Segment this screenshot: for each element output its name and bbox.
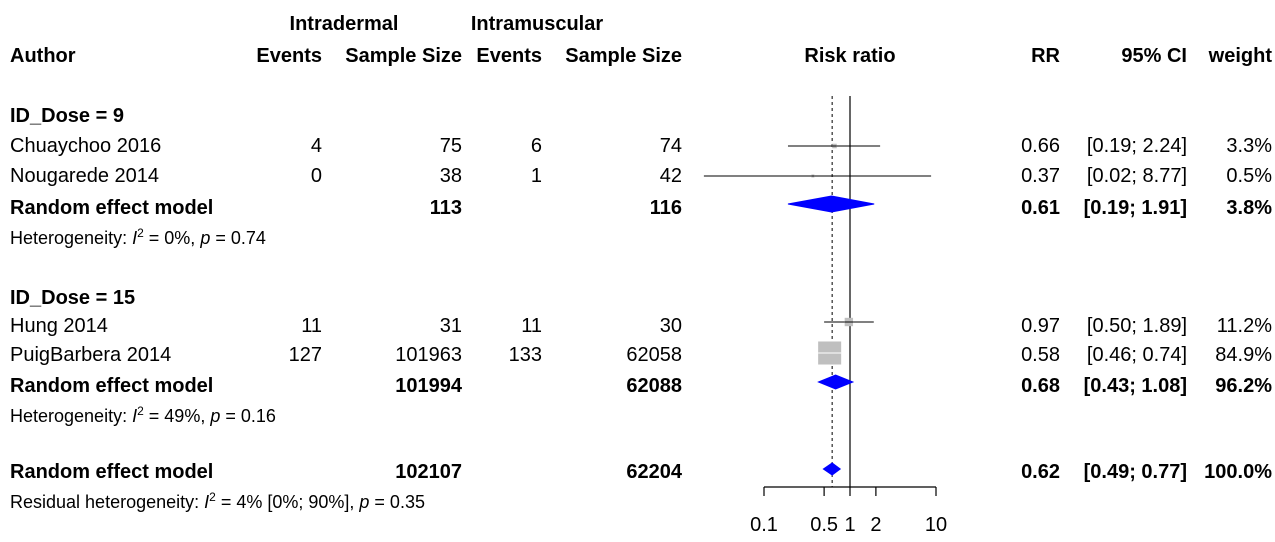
heterogeneity-text: Heterogeneity: I2 = 0%, p = 0.74: [10, 226, 266, 248]
pooled-diamond: [822, 462, 842, 476]
pooled-label: Random effect model: [10, 197, 214, 219]
x-tick-label: 2: [870, 514, 881, 536]
pooled-diamond: [787, 195, 875, 213]
study-author: Nougarede 2014: [10, 165, 160, 187]
study-rr: 0.58: [1021, 344, 1060, 366]
study-events-im: 133: [508, 344, 542, 366]
study-n-im: 30: [659, 315, 682, 337]
study-events-im: 11: [521, 315, 542, 337]
study-events-im: 1: [530, 165, 542, 187]
overall-weight: 100.0%: [1204, 461, 1272, 483]
study-n-id: 31: [439, 315, 462, 337]
study-n-im: 42: [659, 165, 682, 187]
events1-header: Events: [256, 45, 322, 67]
overall-n-id: 102107: [395, 461, 462, 483]
author-header: Author: [10, 45, 76, 67]
study-author: Chuaychoo 2016: [10, 135, 162, 157]
study-events-id: 4: [310, 135, 322, 157]
pooled-n-id: 113: [429, 197, 462, 219]
study-author: PuigBarbera 2014: [10, 344, 172, 366]
x-tick-label: 1: [844, 514, 855, 536]
study-events-id: 0: [310, 165, 322, 187]
group2-header: Intramuscular: [470, 13, 604, 35]
study-author: Hung 2014: [10, 315, 108, 337]
subgroup-label: ID_Dose = 9: [10, 105, 124, 127]
ci-header: 95% CI: [1121, 45, 1187, 67]
study-events-id: 127: [288, 344, 322, 366]
study-events-id: 11: [301, 315, 322, 337]
heterogeneity-text: Heterogeneity: I2 = 49%, p = 0.16: [10, 404, 276, 426]
overall-rr: 0.62: [1021, 461, 1060, 483]
study-ci: [0.19; 2.24]: [1086, 135, 1187, 157]
study-n-im: 74: [659, 135, 682, 157]
subgroup-label: ID_Dose = 15: [10, 287, 136, 309]
sample2-header: Sample Size: [565, 45, 682, 67]
pooled-weight: 3.8%: [1226, 197, 1272, 219]
study-ci: [0.50; 1.89]: [1086, 315, 1187, 337]
pooled-ci: [0.19; 1.91]: [1083, 197, 1187, 219]
pooled-n-im: 62088: [626, 375, 682, 397]
plot-title: Risk ratio: [804, 45, 896, 67]
study-n-id: 38: [439, 165, 462, 187]
overall-n-im: 62204: [626, 461, 682, 483]
x-tick-label: 0.1: [750, 514, 778, 536]
study-events-im: 6: [530, 135, 542, 157]
group1-header: Intradermal: [289, 13, 399, 35]
study-n-id: 101963: [395, 344, 462, 366]
study-ci: [0.02; 8.77]: [1086, 165, 1187, 187]
residual-heterogeneity-text: Residual heterogeneity: I2 = 4% [0%; 90%…: [10, 490, 425, 512]
study-rr: 0.37: [1021, 165, 1060, 187]
pooled-n-im: 116: [649, 197, 682, 219]
study-weight: 84.9%: [1215, 344, 1272, 366]
study-weight: 11.2%: [1216, 315, 1272, 337]
study-n-id: 75: [439, 135, 462, 157]
study-ci: [0.46; 0.74]: [1086, 344, 1187, 366]
pooled-rr: 0.61: [1021, 197, 1060, 219]
pooled-diamond: [817, 374, 855, 390]
pooled-label: Random effect model: [10, 375, 214, 397]
x-tick-label: 0.5: [810, 514, 838, 536]
overall-label: Random effect model: [10, 461, 214, 483]
pooled-weight: 96.2%: [1215, 375, 1272, 397]
study-weight: 3.3%: [1226, 135, 1272, 157]
study-n-im: 62058: [626, 344, 682, 366]
pooled-rr: 0.68: [1021, 375, 1060, 397]
rr-header: RR: [1031, 45, 1060, 67]
overall-ci: [0.49; 0.77]: [1083, 461, 1187, 483]
sample1-header: Sample Size: [345, 45, 462, 67]
study-rr: 0.66: [1021, 135, 1060, 157]
pooled-n-id: 101994: [395, 375, 462, 397]
events2-header: Events: [476, 45, 542, 67]
weight-header: weight: [1208, 45, 1272, 67]
x-tick-label: 10: [925, 514, 947, 536]
study-rr: 0.97: [1021, 315, 1060, 337]
study-weight: 0.5%: [1226, 165, 1272, 187]
pooled-ci: [0.43; 1.08]: [1083, 375, 1187, 397]
